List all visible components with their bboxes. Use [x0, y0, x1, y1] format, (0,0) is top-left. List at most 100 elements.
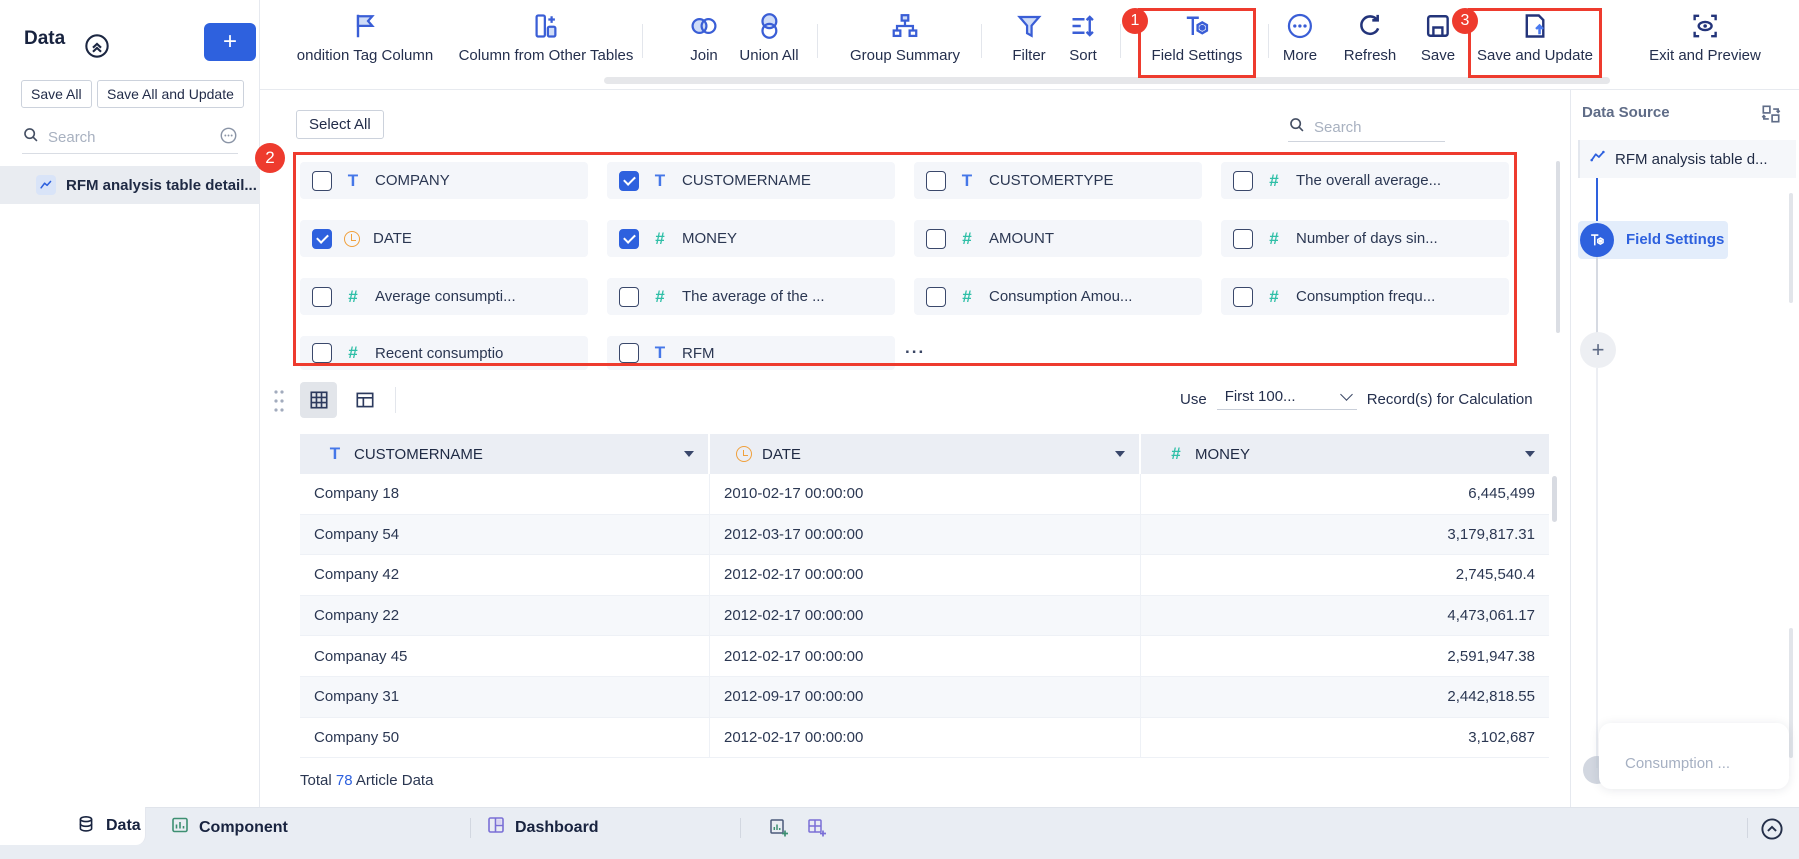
save-and-update-icon [1520, 9, 1550, 43]
checkbox-unchecked[interactable] [926, 286, 946, 307]
table-row[interactable]: Company 42 2012-02-17 00:00:00 2,745,540… [300, 555, 1549, 596]
field-card[interactable]: T RFM [607, 336, 895, 370]
search-icon [22, 126, 40, 149]
add-step-button[interactable]: + [1580, 332, 1616, 368]
field-settings-step-label[interactable]: Field Settings [1626, 231, 1725, 248]
save-all-button[interactable]: Save All [21, 80, 92, 108]
field-card[interactable]: # Recent consumptio [300, 336, 588, 370]
field-card[interactable]: T CUSTOMERNAME [607, 162, 895, 199]
right-panel-scrollbar[interactable] [1789, 628, 1793, 758]
field-card[interactable]: # MONEY [607, 220, 895, 257]
column-header-customername[interactable]: T CUSTOMERNAME [300, 434, 710, 474]
add-dashboard-icon[interactable] [806, 817, 828, 844]
field-card[interactable]: # Consumption frequ... [1221, 278, 1509, 315]
column-filter-icon[interactable] [684, 451, 694, 457]
table-scrollbar[interactable] [1552, 476, 1557, 522]
checkbox-checked[interactable] [619, 170, 639, 191]
toolbar-sort[interactable]: Sort [1068, 9, 1098, 64]
number-type-icon: # [1171, 444, 1181, 463]
column-header-money[interactable]: # MONEY [1141, 434, 1549, 474]
total-prefix: Total [300, 772, 332, 789]
checkbox-unchecked[interactable] [1233, 286, 1253, 307]
checkbox-checked[interactable] [619, 228, 639, 249]
right-panel-scrollbar[interactable] [1789, 193, 1793, 303]
grid-view-button[interactable] [300, 382, 337, 418]
table-row[interactable]: Company 31 2012-09-17 00:00:00 2,442,818… [300, 676, 1549, 718]
field-card[interactable]: T COMPANY [300, 162, 588, 199]
checkbox-unchecked[interactable] [1233, 170, 1253, 191]
field-panel-scrollbar[interactable] [1556, 161, 1560, 333]
tab-component[interactable]: Component [170, 815, 288, 840]
checkbox-checked[interactable] [312, 228, 332, 249]
drag-handle[interactable] [272, 388, 286, 419]
table-row[interactable]: Company 18 2010-02-17 00:00:00 6,445,499 [300, 474, 1549, 515]
toolbar-filter[interactable]: Filter [1012, 9, 1046, 64]
sidebar-item-rfm-table[interactable]: RFM analysis table detail... [0, 166, 260, 204]
text-type-icon: T [654, 343, 666, 362]
search-options-icon[interactable] [219, 126, 238, 150]
toolbar-column-from-other-tables[interactable]: Column from Other Tables [459, 9, 633, 64]
exit-and-preview-icon [1690, 9, 1720, 43]
tab-data[interactable]: Data [0, 807, 146, 845]
field-settings-step-icon[interactable] [1580, 223, 1614, 257]
field-search-input[interactable]: Search [1288, 114, 1445, 142]
field-card[interactable]: DATE [300, 220, 588, 257]
toolbar-field-settings[interactable]: Field Settings [1152, 9, 1242, 64]
table-row[interactable]: Company 50 2012-02-17 00:00:00 3,102,687 [300, 717, 1549, 759]
collapse-panel-icon[interactable] [84, 33, 110, 64]
swap-layout-icon[interactable] [1760, 103, 1782, 130]
field-label: Average consumpti... [375, 288, 516, 305]
checkbox-unchecked[interactable] [619, 286, 639, 307]
table-row[interactable]: Company 22 2012-02-17 00:00:00 4,473,061… [300, 595, 1549, 637]
field-card[interactable]: # The average of the ... [607, 278, 895, 315]
field-card[interactable]: # Average consumpti... [300, 278, 588, 315]
toolbar-join[interactable]: Join [689, 9, 719, 64]
field-card[interactable]: # Number of days sin... [1221, 220, 1509, 257]
toolbar-condition-tag-column[interactable]: ondition Tag Column [297, 9, 433, 64]
toolbar-divider [642, 24, 643, 58]
column-header-date[interactable]: DATE [710, 434, 1141, 474]
cell-customername: Company 50 [300, 717, 710, 759]
toolbar-group-summary[interactable]: Group Summary [850, 9, 960, 64]
layout-view-button[interactable] [346, 382, 383, 418]
collapse-bottom-icon[interactable] [1760, 817, 1784, 846]
column-filter-icon[interactable] [1115, 451, 1125, 457]
table-row[interactable]: Company 54 2012-03-17 00:00:00 3,179,817… [300, 514, 1549, 556]
database-icon [76, 814, 96, 839]
source-table-node[interactable]: RFM analysis table d... [1578, 140, 1796, 178]
checkbox-unchecked[interactable] [1233, 228, 1253, 249]
add-component-icon[interactable] [768, 817, 790, 844]
select-all-button[interactable]: Select All [296, 110, 384, 139]
more-fields-ellipsis[interactable]: ... [905, 338, 926, 357]
field-card[interactable]: # The overall average... [1221, 162, 1509, 199]
flag-icon [350, 9, 380, 43]
checkbox-unchecked[interactable] [926, 228, 946, 249]
rows-dropdown[interactable]: First 100... [1216, 388, 1357, 410]
field-label: RFM [682, 344, 715, 362]
field-label: Recent consumptio [375, 344, 504, 362]
add-data-button[interactable]: + [204, 23, 256, 61]
checkbox-unchecked[interactable] [312, 170, 332, 191]
save-all-and-update-button[interactable]: Save All and Update [97, 80, 244, 108]
field-card[interactable]: # AMOUNT [914, 220, 1202, 257]
toolbar-save[interactable]: Save [1421, 9, 1455, 64]
checkbox-unchecked[interactable] [619, 343, 639, 363]
toolbar-exit-and-preview[interactable]: Exit and Preview [1649, 9, 1761, 64]
field-card[interactable]: T CUSTOMERTYPE [914, 162, 1202, 199]
toolbar-refresh[interactable]: Refresh [1344, 9, 1396, 64]
toolbar-more[interactable]: More [1283, 9, 1317, 64]
component-icon [170, 815, 190, 840]
checkbox-unchecked[interactable] [926, 170, 946, 191]
number-type-icon: # [1269, 170, 1279, 190]
sidebar-search-input[interactable]: Search [22, 122, 238, 154]
checkbox-unchecked[interactable] [312, 343, 332, 363]
column-filter-icon[interactable] [1525, 451, 1535, 457]
sidebar-title: Data [24, 28, 66, 49]
tab-dashboard[interactable]: Dashboard [486, 815, 599, 840]
toolbar-save-and-update[interactable]: Save and Update [1477, 9, 1593, 64]
toolbar-horizontal-scrollbar[interactable] [604, 77, 1610, 84]
toolbar-union-all[interactable]: Union All [739, 9, 799, 64]
table-row[interactable]: Companay 45 2012-02-17 00:00:00 2,591,94… [300, 636, 1549, 677]
checkbox-unchecked[interactable] [312, 286, 332, 307]
field-card[interactable]: # Consumption Amou... [914, 278, 1202, 315]
